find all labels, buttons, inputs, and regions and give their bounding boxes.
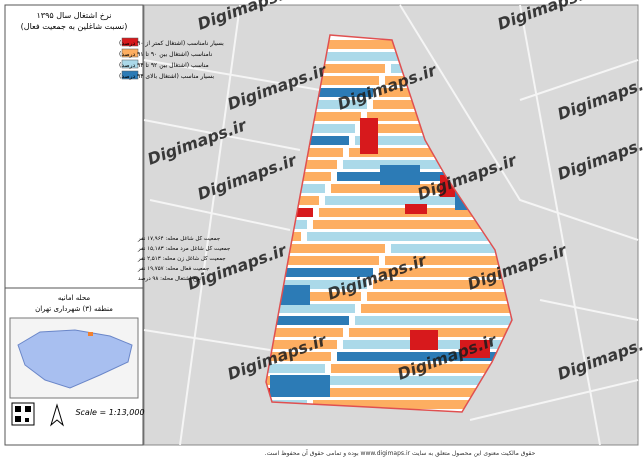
block: [319, 388, 512, 397]
legend-label: بسیار مناسب (اشتغال بالای ۹۴ درصد): [119, 73, 214, 80]
block: [405, 204, 427, 214]
block: [337, 172, 512, 181]
block: [331, 364, 512, 373]
block: [266, 268, 373, 277]
legend-label: نامناسب (اشتغال بین ۹۰ تا ۹۱ درصد): [119, 51, 213, 58]
block: [280, 285, 310, 305]
block: [367, 292, 512, 301]
block: [460, 340, 490, 358]
legend-label: بسیار نامناسب (اشتغال کمتر از ۹۰ درصد): [119, 40, 224, 47]
block: [361, 304, 512, 313]
block: [337, 352, 512, 361]
block: [313, 400, 512, 409]
block: [266, 328, 343, 337]
block: [266, 364, 325, 373]
subtitle: (نسبت شاغلین به جمعیت فعال): [21, 22, 128, 31]
title: نرخ اشتغال سال ۱۳۹۵: [36, 11, 111, 20]
legend-swatch: [121, 70, 139, 80]
block: [385, 256, 512, 265]
block: [349, 148, 512, 157]
block: [373, 280, 512, 289]
block: [313, 220, 512, 229]
neighborhood: محله امانیه: [58, 294, 90, 302]
stat: جمعیت کل شاغل محله: ۱۷,۹۶۴ نفر: [137, 235, 220, 242]
block: [380, 165, 420, 185]
block: [391, 244, 512, 253]
qr-pattern: [15, 406, 31, 422]
block: [266, 340, 337, 349]
scale: Scale = 1:13,000: [75, 408, 144, 417]
stat: نرخ اشتغال محله: ۹۸ درصد: [138, 276, 201, 282]
block: [266, 256, 379, 265]
block: [266, 280, 367, 289]
block: [307, 232, 512, 241]
roads: [143, 4, 639, 446]
block: [266, 352, 331, 361]
stat: جمعیت کل شاغل زن محله: ۲,۵۱۳ نفر: [137, 255, 226, 262]
legend-swatch: [121, 48, 139, 58]
legend-label: مناسب (اشتغال بین ۹۲ تا ۹۴ درصد): [119, 62, 209, 69]
block: [410, 330, 438, 350]
district: منطقه (۳) شهرداری تهران: [35, 305, 113, 313]
block: [266, 292, 361, 301]
stat: جمعیت فعال محله: ۱۹,۷۵۷ نفر: [137, 266, 209, 272]
legend-swatch: [121, 37, 139, 47]
legend-swatch: [121, 59, 139, 69]
footer: حقوق مالکیت معنوی این محصول متعلق به سای…: [265, 448, 536, 457]
block: [266, 304, 355, 313]
block: [343, 160, 512, 169]
block: [325, 196, 512, 205]
north-arrow: [50, 403, 64, 427]
stat: جمعیت کل شاغل مرد محله: ۱۵,۱۸۳ نفر: [137, 245, 230, 252]
block: [355, 316, 512, 325]
block: [270, 375, 330, 397]
block: [266, 244, 385, 253]
block: [266, 76, 379, 85]
block: [266, 316, 349, 325]
boundary: [265, 34, 513, 413]
block: [325, 376, 512, 385]
block: [331, 184, 512, 193]
inset-highlight: [88, 332, 93, 336]
block: [379, 268, 512, 277]
block: [360, 118, 378, 154]
block: [266, 64, 385, 73]
inset-city: [17, 329, 133, 389]
